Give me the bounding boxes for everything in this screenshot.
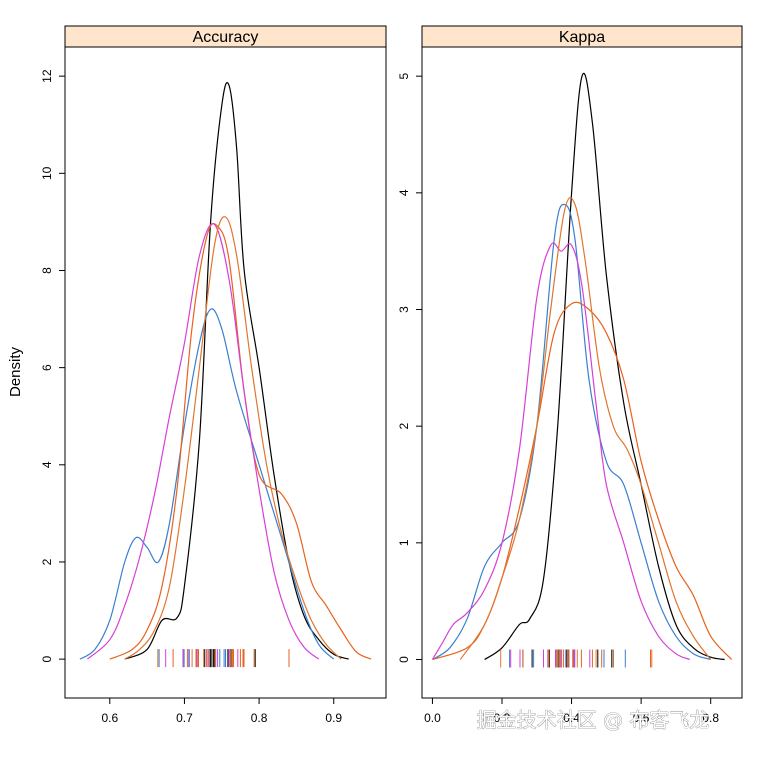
x-tick-label: 0.6: [633, 711, 650, 725]
density-line-3: [432, 301, 733, 661]
x-tick-label: 0.7: [176, 711, 193, 725]
accuracy-x-axis: 0.6 0.7 0.8 0.9: [101, 698, 342, 725]
y-tick-label: 8: [40, 267, 54, 274]
kappa-y-axis: 0 1 2 3 4 5: [397, 73, 422, 663]
y-axis-title: Density: [7, 346, 24, 397]
kappa-series: [431, 72, 733, 661]
x-tick-label: 0.9: [325, 711, 342, 725]
density-line-2: [432, 203, 711, 661]
kappa-strip-label: Kappa: [559, 29, 605, 46]
density-line-4: [431, 242, 691, 661]
y-tick-label: 12: [40, 69, 54, 83]
density-line-2: [79, 308, 335, 660]
kappa-plot-frame: [421, 46, 743, 699]
y-tick-label: 4: [397, 189, 411, 196]
density-line-3: [109, 222, 372, 660]
watermark-text: 掘金技术社区 @ 布客飞龙: [477, 708, 710, 732]
y-tick-label: 6: [40, 364, 54, 371]
density-line-1: [124, 82, 349, 660]
accuracy-plot-frame: [64, 46, 387, 699]
accuracy-rug: [157, 649, 290, 668]
density-line-5: [124, 216, 342, 660]
y-tick-label: 10: [40, 166, 54, 180]
accuracy-y-axis: 0 2 4 6 8 10 12: [40, 69, 65, 662]
x-tick-label: 0.2: [494, 711, 511, 725]
accuracy-panel: Accuracy 0.6 0.7 0.8 0.9 0 2 4 6 8 10 12: [40, 25, 387, 725]
y-tick-label: 1: [397, 539, 411, 546]
x-tick-label: 0.8: [251, 711, 268, 725]
y-tick-label: 2: [40, 558, 54, 565]
y-tick-label: 0: [40, 655, 54, 662]
y-tick-label: 4: [40, 461, 54, 468]
y-tick-label: 0: [397, 656, 411, 663]
x-tick-label: 0.8: [702, 711, 719, 725]
kappa-rug: [500, 649, 653, 668]
kappa-panel: Kappa 0.0 0.2 0.4 0.6 0.8 0 1 2 3 4 5: [397, 25, 743, 725]
x-tick-label: 0.4: [563, 711, 580, 725]
y-tick-label: 2: [397, 423, 411, 430]
kappa-x-axis: 0.0 0.2 0.4 0.6 0.8: [424, 698, 719, 725]
density-line-1: [484, 72, 725, 661]
x-tick-label: 0.0: [424, 711, 441, 725]
density-line-4: [87, 223, 320, 660]
y-tick-label: 3: [397, 306, 411, 313]
accuracy-strip-label: Accuracy: [193, 29, 259, 46]
x-tick-label: 0.6: [101, 711, 118, 725]
y-tick-label: 5: [397, 73, 411, 80]
density-line-5: [459, 196, 712, 660]
accuracy-series: [79, 82, 372, 660]
